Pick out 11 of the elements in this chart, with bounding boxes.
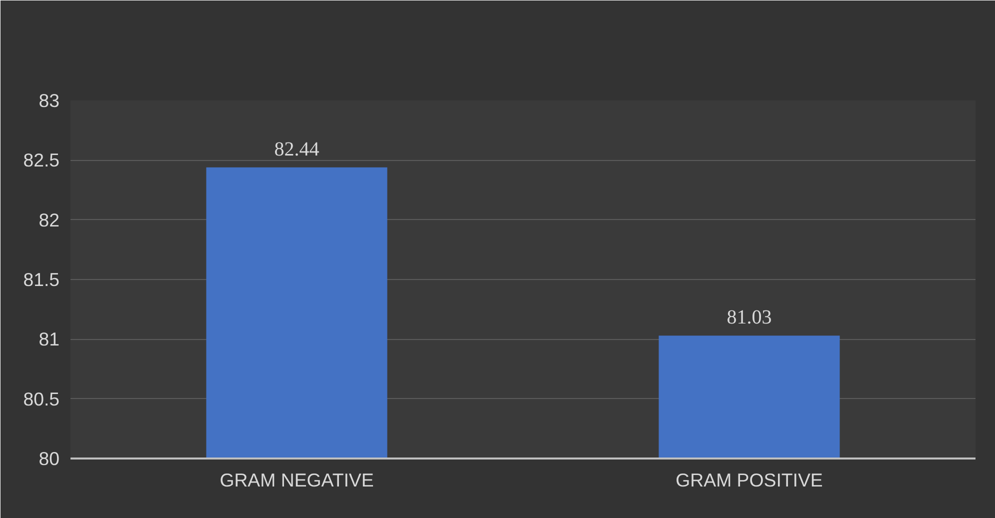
y-tick-label: 82.5	[23, 150, 60, 171]
data-label: 82.44	[274, 138, 320, 160]
y-tick-label: 80.5	[23, 388, 60, 410]
x-tick-label: GRAM NEGATIVE	[220, 470, 374, 490]
y-tick-label: 83	[38, 90, 60, 111]
y-tick-label: 81	[38, 328, 60, 350]
y-tick-label: 80	[38, 448, 60, 469]
y-tick-label: 81.5	[23, 269, 60, 290]
data-label: 81.03	[726, 306, 772, 329]
y-tick-label: 82	[38, 209, 60, 230]
x-tick-label: GRAM POSITIVE	[676, 470, 823, 490]
